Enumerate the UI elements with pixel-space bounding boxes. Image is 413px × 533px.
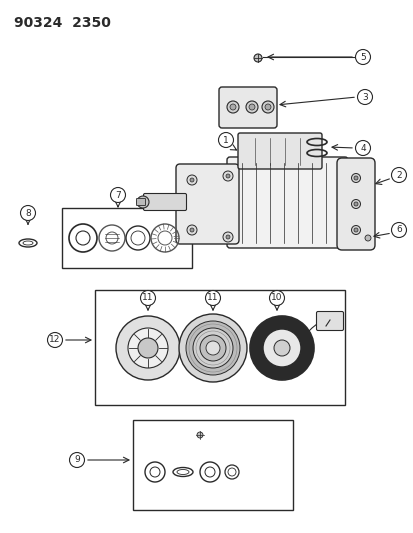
FancyBboxPatch shape bbox=[136, 198, 145, 206]
Circle shape bbox=[197, 432, 202, 438]
Circle shape bbox=[218, 133, 233, 148]
Text: 5: 5 bbox=[359, 52, 365, 61]
Circle shape bbox=[206, 341, 219, 355]
FancyBboxPatch shape bbox=[218, 87, 276, 128]
Circle shape bbox=[223, 232, 233, 242]
Circle shape bbox=[261, 101, 273, 113]
Text: 11: 11 bbox=[207, 294, 218, 303]
Circle shape bbox=[353, 228, 357, 232]
Circle shape bbox=[138, 338, 158, 358]
Circle shape bbox=[248, 104, 254, 110]
Circle shape bbox=[110, 188, 125, 203]
Circle shape bbox=[225, 235, 230, 239]
Circle shape bbox=[249, 316, 313, 380]
Circle shape bbox=[140, 290, 155, 305]
Circle shape bbox=[69, 453, 84, 467]
Text: 6: 6 bbox=[395, 225, 401, 235]
Circle shape bbox=[21, 206, 36, 221]
Circle shape bbox=[351, 199, 360, 208]
Text: 90324  2350: 90324 2350 bbox=[14, 16, 111, 30]
Circle shape bbox=[116, 316, 180, 380]
FancyBboxPatch shape bbox=[143, 193, 186, 211]
Bar bbox=[133, 420, 292, 510]
Circle shape bbox=[205, 290, 220, 305]
Circle shape bbox=[364, 235, 370, 241]
Text: 3: 3 bbox=[361, 93, 367, 101]
Text: 4: 4 bbox=[359, 143, 365, 152]
Circle shape bbox=[353, 202, 357, 206]
Circle shape bbox=[192, 328, 233, 368]
Text: 8: 8 bbox=[25, 208, 31, 217]
Circle shape bbox=[225, 174, 230, 178]
Text: 1: 1 bbox=[223, 135, 228, 144]
Circle shape bbox=[273, 340, 289, 356]
Circle shape bbox=[137, 196, 149, 208]
FancyBboxPatch shape bbox=[237, 133, 321, 169]
Circle shape bbox=[199, 335, 225, 361]
Circle shape bbox=[262, 329, 300, 367]
Bar bbox=[62, 208, 192, 268]
Circle shape bbox=[226, 101, 238, 113]
Circle shape bbox=[187, 225, 197, 235]
Circle shape bbox=[391, 222, 406, 238]
Circle shape bbox=[245, 101, 257, 113]
Circle shape bbox=[353, 176, 357, 180]
Circle shape bbox=[357, 90, 372, 104]
Circle shape bbox=[269, 290, 284, 305]
Text: 9: 9 bbox=[74, 456, 80, 464]
Circle shape bbox=[254, 54, 261, 62]
Text: 10: 10 bbox=[271, 294, 282, 303]
FancyBboxPatch shape bbox=[176, 164, 238, 244]
Circle shape bbox=[355, 141, 370, 156]
Circle shape bbox=[230, 104, 235, 110]
Circle shape bbox=[187, 175, 197, 185]
Circle shape bbox=[178, 314, 247, 382]
FancyBboxPatch shape bbox=[336, 158, 374, 250]
Circle shape bbox=[47, 333, 62, 348]
Circle shape bbox=[351, 225, 360, 235]
FancyBboxPatch shape bbox=[226, 157, 347, 248]
Circle shape bbox=[128, 328, 168, 368]
Circle shape bbox=[223, 171, 233, 181]
Circle shape bbox=[355, 50, 370, 64]
Circle shape bbox=[190, 228, 194, 232]
Bar bbox=[95, 290, 344, 405]
Circle shape bbox=[264, 104, 271, 110]
Text: 2: 2 bbox=[395, 171, 401, 180]
Text: 11: 11 bbox=[142, 294, 153, 303]
Circle shape bbox=[391, 167, 406, 182]
Text: 7: 7 bbox=[115, 190, 121, 199]
Text: 12: 12 bbox=[49, 335, 61, 344]
Circle shape bbox=[190, 178, 194, 182]
Circle shape bbox=[185, 321, 240, 375]
Circle shape bbox=[351, 174, 360, 182]
FancyBboxPatch shape bbox=[316, 311, 343, 330]
